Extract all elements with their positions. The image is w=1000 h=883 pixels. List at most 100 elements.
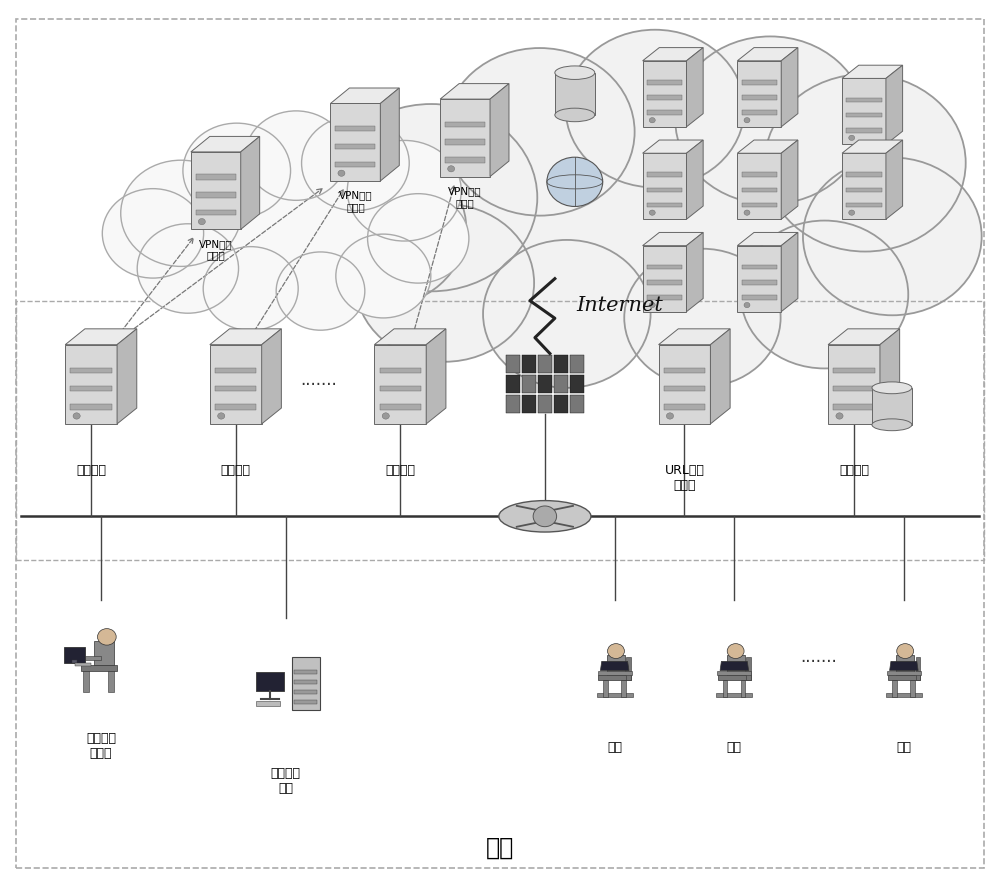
Bar [643, 245, 686, 312]
Bar [664, 404, 705, 410]
Bar [94, 641, 114, 665]
Bar [916, 657, 920, 680]
Bar [70, 386, 112, 391]
Polygon shape [781, 232, 798, 312]
Circle shape [744, 210, 750, 215]
Bar [643, 61, 686, 127]
Bar [888, 675, 920, 680]
Bar [335, 162, 375, 167]
Polygon shape [241, 136, 260, 230]
Bar [833, 404, 875, 410]
Circle shape [765, 74, 966, 252]
Bar [292, 657, 320, 710]
Bar [742, 110, 777, 115]
Bar [330, 103, 380, 181]
Circle shape [727, 644, 744, 659]
Polygon shape [737, 140, 798, 154]
Bar [664, 386, 705, 391]
Circle shape [836, 413, 843, 419]
Polygon shape [737, 232, 798, 245]
Bar [522, 395, 536, 413]
Circle shape [336, 234, 431, 318]
Polygon shape [880, 328, 900, 424]
Bar [522, 355, 536, 374]
Circle shape [666, 413, 674, 419]
Text: Internet: Internet [576, 296, 663, 314]
Bar [374, 344, 426, 424]
Bar [737, 245, 781, 312]
Circle shape [483, 240, 651, 388]
Circle shape [121, 160, 241, 267]
Bar [196, 210, 236, 215]
Polygon shape [374, 328, 446, 344]
Bar [896, 655, 914, 675]
Bar [554, 395, 568, 413]
Bar [647, 110, 682, 115]
Text: URL索引
服务器: URL索引 服务器 [665, 464, 704, 492]
Polygon shape [781, 140, 798, 219]
Bar [522, 375, 536, 394]
Circle shape [347, 140, 461, 241]
Bar [718, 675, 751, 680]
Polygon shape [65, 328, 137, 344]
Bar [846, 203, 882, 208]
Polygon shape [191, 136, 260, 152]
Bar [70, 404, 112, 410]
Bar [846, 172, 882, 177]
Circle shape [608, 644, 624, 659]
Bar [892, 680, 897, 698]
Bar [742, 295, 777, 300]
Bar [75, 663, 91, 666]
Text: VPN代理
服务器: VPN代理 服务器 [339, 191, 372, 212]
Polygon shape [886, 140, 903, 219]
Circle shape [533, 506, 557, 526]
Bar [570, 375, 584, 394]
Bar [538, 395, 552, 413]
Circle shape [276, 252, 365, 330]
Circle shape [288, 150, 466, 307]
Bar [72, 660, 77, 663]
Polygon shape [710, 328, 730, 424]
Text: .......: ....... [801, 648, 837, 666]
Bar [887, 670, 921, 675]
Bar [727, 655, 745, 675]
Bar [872, 388, 912, 425]
Bar [256, 701, 280, 706]
Bar [215, 386, 256, 391]
Bar [81, 665, 117, 671]
Bar [833, 367, 875, 374]
Bar [215, 367, 256, 374]
Polygon shape [262, 328, 281, 424]
Circle shape [744, 117, 750, 123]
Polygon shape [686, 48, 703, 127]
Bar [647, 280, 682, 284]
Polygon shape [781, 48, 798, 127]
Polygon shape [659, 328, 730, 344]
Bar [335, 126, 375, 132]
Ellipse shape [414, 110, 855, 323]
Circle shape [355, 204, 534, 362]
Bar [742, 187, 777, 192]
Polygon shape [426, 328, 446, 424]
Circle shape [302, 116, 409, 211]
Bar [723, 680, 727, 698]
Bar [445, 122, 485, 127]
Bar [215, 404, 256, 410]
Bar [742, 80, 777, 85]
Circle shape [803, 157, 982, 315]
Circle shape [102, 189, 204, 278]
Bar [846, 187, 882, 192]
Bar [445, 157, 485, 162]
Polygon shape [117, 328, 137, 424]
Bar [380, 404, 421, 410]
Circle shape [98, 629, 116, 645]
Bar [108, 670, 114, 692]
Text: 用户: 用户 [896, 741, 911, 754]
Bar [742, 172, 777, 177]
Bar [85, 656, 101, 660]
Polygon shape [490, 84, 509, 177]
Polygon shape [210, 328, 281, 344]
Bar [664, 367, 705, 374]
Ellipse shape [172, 157, 399, 295]
Bar [742, 203, 777, 208]
